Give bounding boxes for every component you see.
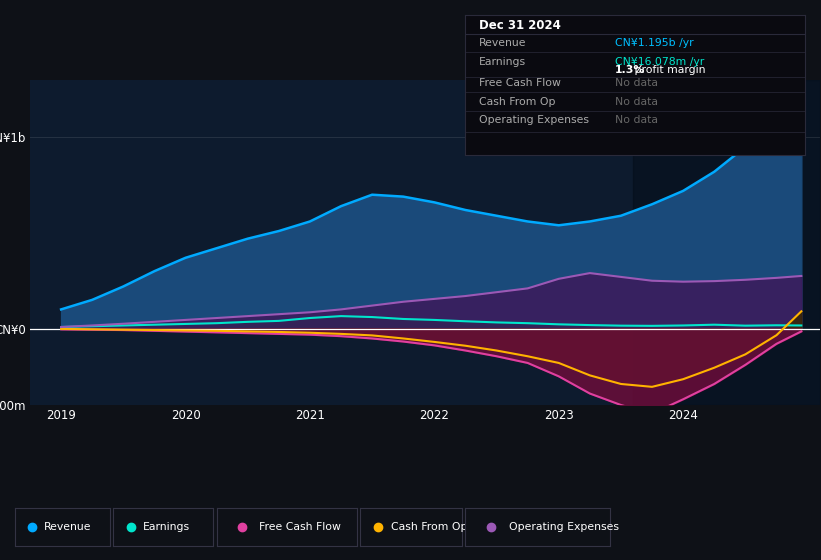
Text: Earnings: Earnings (479, 57, 525, 67)
Text: profit margin: profit margin (631, 64, 705, 74)
Text: No data: No data (615, 97, 658, 107)
Text: Earnings: Earnings (143, 522, 190, 532)
Bar (633, 80, 820, 405)
Text: Free Cash Flow: Free Cash Flow (259, 522, 341, 532)
Text: Free Cash Flow: Free Cash Flow (479, 78, 561, 88)
Text: 1.3%: 1.3% (615, 64, 645, 74)
Text: CN¥1.195b /yr: CN¥1.195b /yr (615, 38, 693, 48)
Text: Operating Expenses: Operating Expenses (508, 522, 618, 532)
Text: Revenue: Revenue (44, 522, 91, 532)
Text: No data: No data (615, 78, 658, 88)
Text: Revenue: Revenue (479, 38, 526, 48)
Text: No data: No data (615, 115, 658, 125)
Text: Operating Expenses: Operating Expenses (479, 115, 589, 125)
Text: Cash From Op: Cash From Op (479, 97, 555, 107)
Text: Cash From Op: Cash From Op (391, 522, 467, 532)
Text: CN¥16.078m /yr: CN¥16.078m /yr (615, 57, 704, 67)
Text: Dec 31 2024: Dec 31 2024 (479, 19, 561, 32)
